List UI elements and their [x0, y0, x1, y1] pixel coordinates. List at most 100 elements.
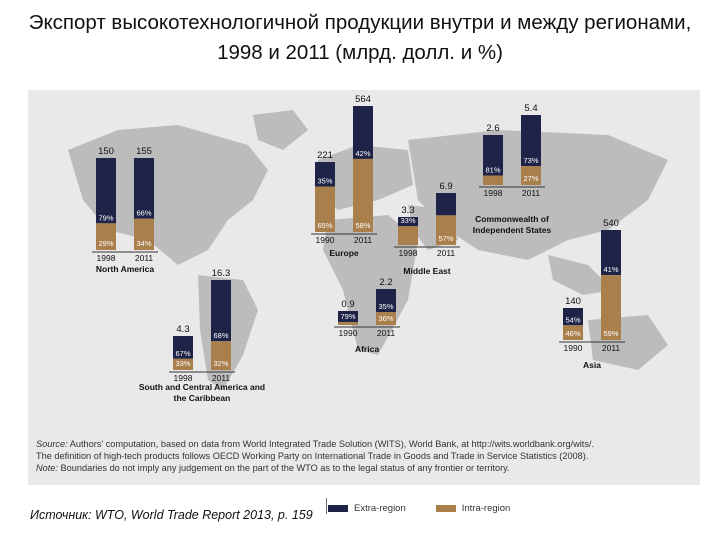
footnote-note-text: Boundaries do not imply any judgement on…	[60, 463, 510, 473]
map-panel: 150 79% 29% 1998 155 66% 34% 2011 North America 2…	[28, 90, 700, 514]
region-6-bar-intra-0	[563, 325, 583, 340]
region-1-extra-pct-0: 35%	[317, 177, 332, 186]
region-3-total-1: 6.9	[439, 181, 452, 192]
region-4-year-0: 1990	[339, 328, 358, 338]
region-4-bar-intra-0	[338, 322, 358, 325]
region-2-year-0: 1998	[484, 188, 503, 198]
region-3-bar-extra-0	[398, 217, 418, 227]
page-title: Экспорт высокотехнологичной продукции вн…	[28, 11, 692, 64]
region-3-total-0: 3.3	[401, 205, 414, 216]
land-southeast-asia	[548, 255, 613, 295]
region-5-bar-intra-1	[211, 341, 231, 370]
region-0-bar-intra-1	[134, 218, 154, 250]
region-5-name-line-1: South and Central America and	[139, 382, 265, 392]
land-north-america	[68, 125, 268, 265]
region-0-bar-extra-0	[96, 158, 116, 224]
region-2-name-line-2: Independent States	[473, 225, 552, 235]
region-1-bar-extra-1	[353, 106, 373, 159]
region-4-extra-pct-1: 35%	[378, 302, 393, 311]
legend-item-intra: Intra-region	[435, 503, 511, 514]
region-1-year-0: 1990	[316, 235, 335, 245]
region-3-bar-intra-0	[398, 226, 418, 245]
region-1-name: Europe	[329, 248, 359, 258]
region-6-bar-extra-1	[601, 230, 621, 276]
region-2-bar-extra-1	[521, 115, 541, 167]
region-5-bar-extra-0	[173, 336, 193, 359]
region-1-total-0: 221	[317, 150, 333, 161]
region-6-total-1: 540	[603, 218, 619, 229]
region-5-intra-pct-0: 33%	[175, 359, 190, 368]
region-0-intra-pct-1: 34%	[136, 239, 151, 248]
region-0-extra-pct-0: 79%	[98, 213, 113, 222]
region-3-bar-extra-1	[436, 193, 456, 216]
region-0-extra-pct-1: 66%	[136, 209, 151, 218]
legend-item-extra: Extra-region	[328, 503, 406, 514]
region-1-bar-intra-1	[353, 158, 373, 232]
region-4-intra-pct-1: 36%	[378, 314, 393, 323]
legend-swatch-extra	[328, 505, 348, 512]
region-1-bar-extra-0	[315, 162, 335, 187]
land-greenland	[253, 110, 308, 150]
region-2-year-1: 2011	[522, 188, 541, 198]
region-0-total-1: 155	[136, 146, 152, 157]
region-6-intra-pct-0: 46%	[565, 329, 580, 338]
region-5-bar-intra-0	[173, 358, 193, 370]
region-0-bar-extra-1	[134, 158, 154, 219]
region-2-bar-extra-0	[483, 135, 503, 176]
region-5-bar-extra-1	[211, 280, 231, 342]
footnote: Source: Authors' computation, based on d…	[36, 438, 686, 474]
legend-label-intra: Intra-region	[461, 503, 511, 514]
region-4-bar-extra-1	[376, 289, 396, 313]
region-1-bar-intra-0	[315, 186, 335, 232]
region-1-intra-pct-0: 65%	[317, 221, 332, 230]
region-0-name: North America	[96, 264, 155, 274]
region-3-name: Middle East	[403, 266, 450, 276]
region-0-bar-intra-0	[96, 223, 116, 250]
region-4-name: Africa	[355, 344, 379, 354]
land-masses	[68, 110, 668, 390]
region-2-extra-pct-1: 73%	[523, 156, 538, 165]
source-caption: Источник: WTO, World Trade Report 2013, …	[30, 508, 313, 522]
region-2-total-1: 5.4	[524, 103, 537, 114]
legend: Extra-region Intra-region	[328, 503, 532, 514]
region-5-extra-pct-0: 67%	[175, 349, 190, 358]
region-0-year-0: 1998	[97, 253, 116, 263]
region-3-year-1: 2011	[437, 248, 456, 258]
footnote-definition: The definition of high-tech products fol…	[36, 451, 589, 461]
region-5-intra-pct-1: 32%	[213, 359, 228, 368]
region-4-year-1: 2011	[377, 328, 396, 338]
region-6-year-0: 1990	[564, 343, 583, 353]
region-1-year-1: 2011	[354, 235, 373, 245]
region-3-intra-pct-1: 57%	[438, 234, 453, 243]
region-5-name-line-2: the Caribbean	[174, 393, 231, 403]
footnote-source-text: Authors' computation, based on data from…	[69, 439, 595, 449]
region-5-year-0: 1998	[174, 373, 193, 383]
legend-label-extra: Extra-region	[354, 503, 406, 514]
region-4-bar-intra-1	[376, 312, 396, 325]
legend-swatch-intra	[435, 505, 456, 512]
land-asia	[408, 130, 668, 260]
region-3-year-0: 1998	[399, 248, 418, 258]
footnote-note: Note: Boundaries do not imply any judgem…	[36, 462, 686, 474]
region-1-intra-pct-1: 58%	[355, 221, 370, 230]
region-6-name: Asia	[583, 360, 601, 370]
region-4-total-0: 0.9	[341, 299, 354, 310]
region-2-bar-intra-1	[521, 166, 541, 185]
region-2-extra-pct-0: 81%	[485, 166, 500, 175]
region-6-year-1: 2011	[602, 343, 621, 353]
region-2-name-line-1: Commonwealth of	[475, 214, 549, 224]
region-5-total-1: 16.3	[212, 268, 231, 279]
region-2-bar-intra-0	[483, 175, 503, 185]
region-0-total-0: 150	[98, 146, 114, 157]
region-4-bar-extra-0	[338, 311, 358, 323]
region-6-bar-extra-0	[563, 308, 583, 326]
region-6-bar-intra-1	[601, 275, 621, 340]
region-3-extra-pct-0: 33%	[400, 216, 415, 225]
region-6-extra-pct-0: 54%	[565, 315, 580, 324]
region-6-intra-pct-1: 59%	[603, 329, 618, 338]
region-6-total-0: 140	[565, 296, 581, 307]
region-2-intra-pct-1: 27%	[523, 174, 538, 183]
region-5-extra-pct-1: 68%	[213, 331, 228, 340]
footnote-note-label: Note:	[36, 463, 58, 473]
